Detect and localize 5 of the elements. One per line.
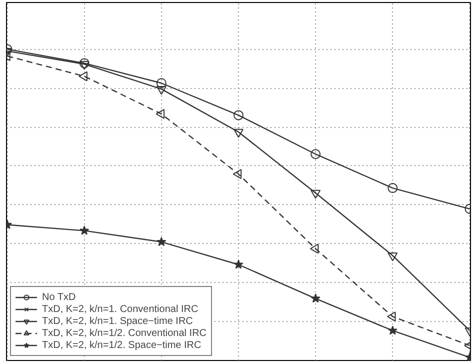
legend-label: No TxD (42, 291, 76, 303)
legend-label: TxD, K=2, k/n=1/2. Space−time IRC (42, 339, 202, 351)
legend-label: TxD, K=2, k/n=1/2. Conventional IRC (42, 327, 207, 339)
legend-label: TxD, K=2, k/n=1. Space−time IRC (42, 315, 193, 327)
legend-label: TxD, K=2, k/n=1. Conventional IRC (42, 303, 198, 315)
